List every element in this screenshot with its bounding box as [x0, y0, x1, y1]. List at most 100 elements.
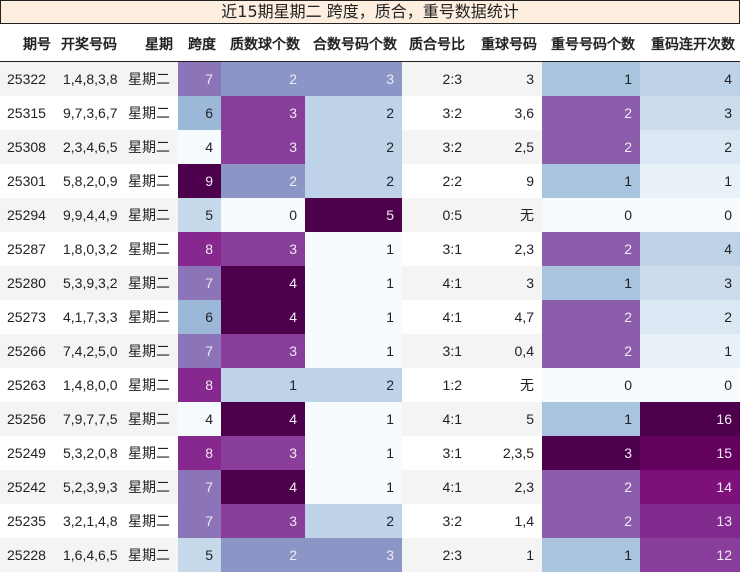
col-header-day[interactable]: 星期 [122, 26, 178, 62]
table-row[interactable]: 25235 3,2,1,4,8 星期二 7 3 2 3:2 1,4 2 13 [0, 503, 740, 538]
table-row[interactable]: 25242 5,2,3,9,3 星期二 7 4 1 4:1 2,3 2 14 [0, 469, 740, 504]
cell-weekday: 星期二 [122, 95, 178, 130]
cell-consecutive-count: 0 [640, 367, 740, 402]
cell-prime-count: 3 [221, 95, 305, 130]
cell-consecutive-count: 4 [640, 61, 740, 96]
col-header-composite[interactable]: 合数号码个数 [305, 26, 402, 62]
cell-repeat-count: 0 [542, 197, 640, 232]
cell-consecutive-count: 13 [640, 503, 740, 538]
cell-repeat-numbers: 4,7 [470, 299, 542, 334]
cell-span: 6 [178, 95, 221, 130]
cell-span: 7 [178, 265, 221, 300]
cell-weekday: 星期二 [122, 265, 178, 300]
cell-prime-composite-ratio: 4:1 [402, 469, 470, 504]
cell-prime-count: 1 [221, 367, 305, 402]
cell-draw-numbers: 7,4,2,5,0 [56, 333, 122, 368]
cell-span: 6 [178, 299, 221, 334]
table-row[interactable]: 25280 5,3,9,3,2 星期二 7 4 1 4:1 3 1 3 [0, 265, 740, 300]
cell-span: 9 [178, 163, 221, 198]
cell-span: 7 [178, 333, 221, 368]
cell-span: 7 [178, 503, 221, 538]
cell-draw-numbers: 1,6,4,6,5 [56, 537, 122, 572]
cell-composite-count: 3 [305, 537, 402, 572]
cell-weekday: 星期二 [122, 299, 178, 334]
cell-repeat-count: 1 [542, 163, 640, 198]
cell-weekday: 星期二 [122, 469, 178, 504]
cell-repeat-numbers: 无 [470, 197, 542, 232]
cell-repeat-count: 1 [542, 61, 640, 96]
cell-draw-numbers: 5,2,3,9,3 [56, 469, 122, 504]
table-row[interactable]: 25263 1,4,8,0,0 星期二 8 1 2 1:2 无 0 0 [0, 367, 740, 402]
cell-weekday: 星期二 [122, 401, 178, 436]
table-row[interactable]: 25294 9,9,4,4,9 星期二 5 0 5 0:5 无 0 0 [0, 197, 740, 232]
cell-repeat-count: 2 [542, 129, 640, 164]
cell-prime-count: 4 [221, 265, 305, 300]
cell-composite-count: 2 [305, 503, 402, 538]
table-row[interactable]: 25301 5,8,2,0,9 星期二 9 2 2 2:2 9 1 1 [0, 163, 740, 198]
table-row[interactable]: 25287 1,8,0,3,2 星期二 8 3 1 3:1 2,3 2 4 [0, 231, 740, 266]
cell-repeat-numbers: 3,6 [470, 95, 542, 130]
cell-repeat-count: 1 [542, 537, 640, 572]
cell-repeat-count: 2 [542, 299, 640, 334]
cell-consecutive-count: 1 [640, 163, 740, 198]
table-row[interactable]: 25308 2,3,4,6,5 星期二 4 3 2 3:2 2,5 2 2 [0, 129, 740, 164]
col-header-repeat-nums[interactable]: 重球号码 [470, 26, 542, 62]
table-row[interactable]: 25249 5,3,2,0,8 星期二 8 3 1 3:1 2,3,5 3 15 [0, 435, 740, 470]
cell-draw-numbers: 9,9,4,4,9 [56, 197, 122, 232]
cell-issue-id: 25280 [0, 265, 56, 300]
cell-repeat-count: 1 [542, 401, 640, 436]
col-header-id[interactable]: 期号 [0, 26, 56, 62]
cell-composite-count: 1 [305, 333, 402, 368]
col-header-prime[interactable]: 质数球个数 [221, 26, 305, 62]
cell-prime-composite-ratio: 4:1 [402, 299, 470, 334]
cell-prime-composite-ratio: 3:2 [402, 503, 470, 538]
cell-consecutive-count: 16 [640, 401, 740, 436]
cell-composite-count: 1 [305, 299, 402, 334]
cell-span: 5 [178, 537, 221, 572]
cell-composite-count: 1 [305, 401, 402, 436]
table-row[interactable]: 25228 1,6,4,6,5 星期二 5 2 3 2:3 1 1 12 [0, 537, 740, 572]
cell-consecutive-count: 3 [640, 95, 740, 130]
cell-issue-id: 25322 [0, 61, 56, 96]
cell-prime-composite-ratio: 4:1 [402, 401, 470, 436]
cell-prime-count: 3 [221, 129, 305, 164]
cell-consecutive-count: 2 [640, 299, 740, 334]
col-header-repeat-count[interactable]: 重号号码个数 [542, 26, 640, 62]
cell-repeat-count: 2 [542, 95, 640, 130]
table-row[interactable]: 25266 7,4,2,5,0 星期二 7 3 1 3:1 0,4 2 1 [0, 333, 740, 368]
table-row[interactable]: 25273 4,1,7,3,3 星期二 6 4 1 4:1 4,7 2 2 [0, 299, 740, 334]
col-header-consecutive[interactable]: 重码连开次数 [640, 26, 740, 62]
cell-prime-composite-ratio: 2:3 [402, 537, 470, 572]
cell-prime-count: 4 [221, 401, 305, 436]
cell-prime-composite-ratio: 3:2 [402, 95, 470, 130]
cell-prime-composite-ratio: 2:2 [402, 163, 470, 198]
cell-issue-id: 25266 [0, 333, 56, 368]
cell-consecutive-count: 14 [640, 469, 740, 504]
cell-issue-id: 25301 [0, 163, 56, 198]
cell-composite-count: 1 [305, 265, 402, 300]
cell-composite-count: 1 [305, 435, 402, 470]
cell-composite-count: 1 [305, 469, 402, 504]
cell-issue-id: 25294 [0, 197, 56, 232]
cell-repeat-numbers: 2,3 [470, 469, 542, 504]
cell-repeat-numbers: 0,4 [470, 333, 542, 368]
cell-prime-count: 3 [221, 503, 305, 538]
table-row[interactable]: 25256 7,9,7,7,5 星期二 4 4 1 4:1 5 1 16 [0, 401, 740, 436]
col-header-ratio[interactable]: 质合号比 [402, 26, 470, 62]
cell-prime-composite-ratio: 3:1 [402, 333, 470, 368]
col-header-nums[interactable]: 开奖号码 [56, 26, 122, 62]
cell-draw-numbers: 2,3,4,6,5 [56, 129, 122, 164]
table-row[interactable]: 25315 9,7,3,6,7 星期二 6 3 2 3:2 3,6 2 3 [0, 95, 740, 130]
table-row[interactable]: 25322 1,4,8,3,8 星期二 7 2 3 2:3 3 1 4 [0, 61, 740, 96]
cell-draw-numbers: 5,3,9,3,2 [56, 265, 122, 300]
cell-prime-count: 3 [221, 333, 305, 368]
cell-consecutive-count: 0 [640, 197, 740, 232]
cell-consecutive-count: 15 [640, 435, 740, 470]
cell-repeat-numbers: 5 [470, 401, 542, 436]
cell-repeat-numbers: 2,3 [470, 231, 542, 266]
cell-repeat-count: 1 [542, 265, 640, 300]
col-header-span[interactable]: 跨度 [178, 26, 221, 62]
cell-issue-id: 25249 [0, 435, 56, 470]
cell-draw-numbers: 5,3,2,0,8 [56, 435, 122, 470]
cell-span: 8 [178, 367, 221, 402]
